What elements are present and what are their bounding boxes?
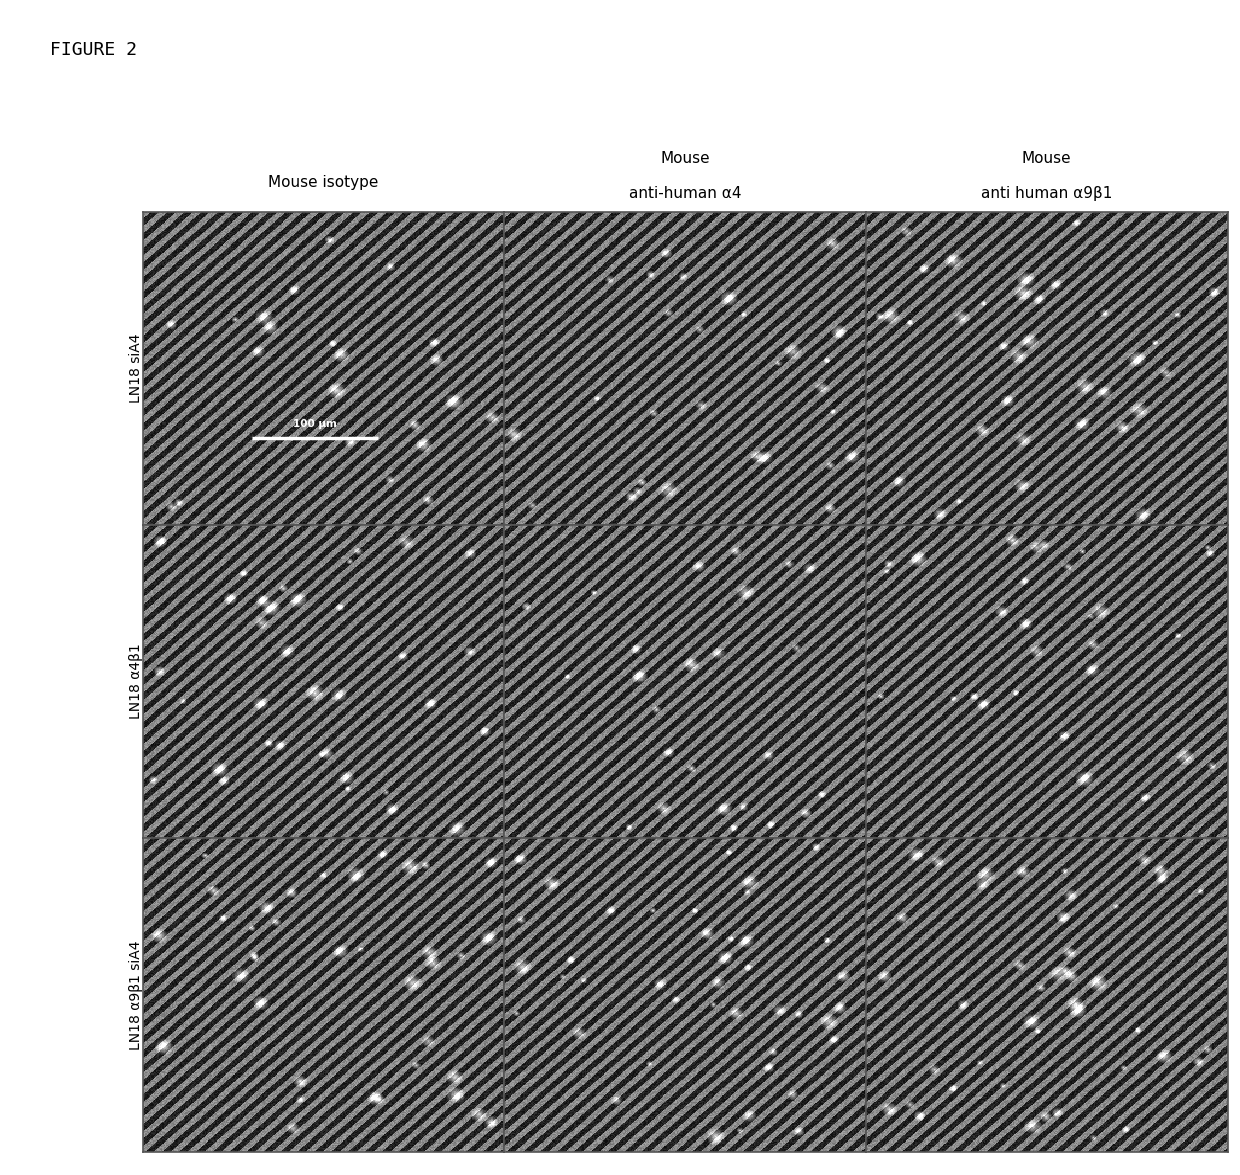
Text: Mouse: Mouse [660,152,711,166]
Text: Mouse isotype: Mouse isotype [268,175,378,189]
Text: LN18 α9β1 siA4: LN18 α9β1 siA4 [129,940,144,1049]
Text: anti-human α4: anti-human α4 [629,187,742,201]
Text: 100 μm: 100 μm [293,419,337,429]
Text: LN18 siA4: LN18 siA4 [129,334,144,403]
Text: anti human α9β1: anti human α9β1 [981,187,1112,201]
Text: LN18 α4β1: LN18 α4β1 [129,644,144,719]
Text: FIGURE 2: FIGURE 2 [50,41,136,59]
Text: Mouse: Mouse [1022,152,1071,166]
